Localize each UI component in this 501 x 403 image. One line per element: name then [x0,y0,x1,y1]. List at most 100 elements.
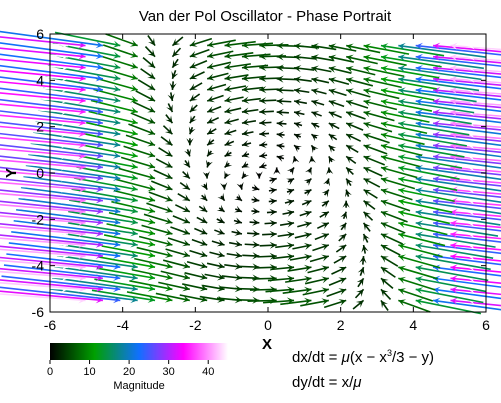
field-arrow [241,107,259,115]
field-arrow [18,197,121,215]
field-arrow [380,177,416,190]
field-arrow [184,148,192,157]
field-arrow [415,242,494,259]
field-arrow [305,167,313,176]
field-arrow [467,142,501,150]
field-arrow [380,143,423,157]
field-arrow [247,229,260,238]
field-arrow [275,242,295,250]
field-arrow [177,193,191,202]
field-arrow [450,264,501,273]
field-arrow [0,177,104,193]
field-arrow [415,231,496,248]
field-arrow [467,86,501,94]
field-arrow [200,181,208,191]
field-arrow [415,264,489,282]
field-arrow [91,289,156,303]
field-arrow [172,215,191,224]
field-arrow [188,126,196,135]
field-arrow [326,288,347,298]
field-arrow [0,290,103,304]
field-arrow [450,153,501,162]
field-arrow [450,131,501,140]
field-arrow [224,63,251,71]
field-arrow [150,180,173,191]
field-arrow [8,242,121,259]
field-arrow [42,87,121,104]
field-arrow [66,210,138,226]
field-arrow [207,39,236,48]
field-arrow [155,292,190,303]
field-arrow [433,109,501,120]
field-arrow [259,108,274,116]
field-arrow [224,149,233,158]
field-arrow [380,299,389,311]
field-arrow [0,125,86,138]
field-arrow [380,76,437,90]
field-arrow [467,164,501,172]
field-arrow [284,198,295,206]
field-arrow [328,133,338,142]
field-arrow [136,246,173,258]
field-arrow [0,58,86,71]
field-arrow [158,281,190,292]
field-arrow [293,110,305,118]
field-arrow [312,243,330,252]
field-arrow [415,76,501,90]
field-arrow [276,97,292,105]
field-arrow [206,72,229,81]
field-arrow [304,276,329,285]
field-arrow [398,288,434,302]
field-arrow [415,187,501,203]
field-arrow [450,86,501,95]
field-arrow [286,188,295,196]
field-arrow [398,220,448,236]
field-arrow [433,53,501,64]
field-arrow [467,186,501,194]
field-arrow [398,198,453,214]
field-arrow [380,210,408,223]
field-arrow [380,222,406,234]
eq2-lhs: dy/dt = x/ [292,374,354,391]
field-arrow [153,169,173,180]
x-axis: -6 -4 -2 0 2 4 6 [44,34,490,333]
field-arrow [0,215,86,226]
field-arrow [96,267,156,281]
field-arrow [224,106,242,114]
field-arrow [61,232,138,248]
field-arrow [40,98,121,115]
field-arrow [345,77,374,87]
x-tick-label: -6 [44,317,57,333]
field-arrow [299,210,312,218]
field-arrow [241,41,273,49]
field-arrow [267,275,295,283]
field-arrow [118,167,156,181]
field-arrow [216,204,226,213]
field-arrow [415,287,484,304]
field-arrow [286,177,295,186]
field-arrow [272,253,295,261]
field-arrow [342,200,350,208]
field-arrow [276,142,285,150]
field-arrow [450,164,501,173]
field-arrow [363,99,398,111]
field-arrow [111,200,156,214]
field-arrow [308,156,316,164]
field-arrow [143,213,173,225]
field-arrow [415,87,501,101]
field-arrow [338,233,347,242]
field-arrow [199,295,225,303]
field-arrow [323,299,347,309]
field-arrow [380,121,428,135]
field-arrow [28,153,121,171]
y-tick-label: 6 [36,26,44,42]
field-arrow [380,43,445,57]
field-arrow [179,181,191,191]
field-arrow [138,235,173,247]
field-arrow [328,155,336,165]
field-arrow [0,248,86,260]
field-arrow [293,64,315,73]
field-arrow [202,284,225,292]
field-arrow [0,148,86,160]
field-arrow [321,200,330,208]
